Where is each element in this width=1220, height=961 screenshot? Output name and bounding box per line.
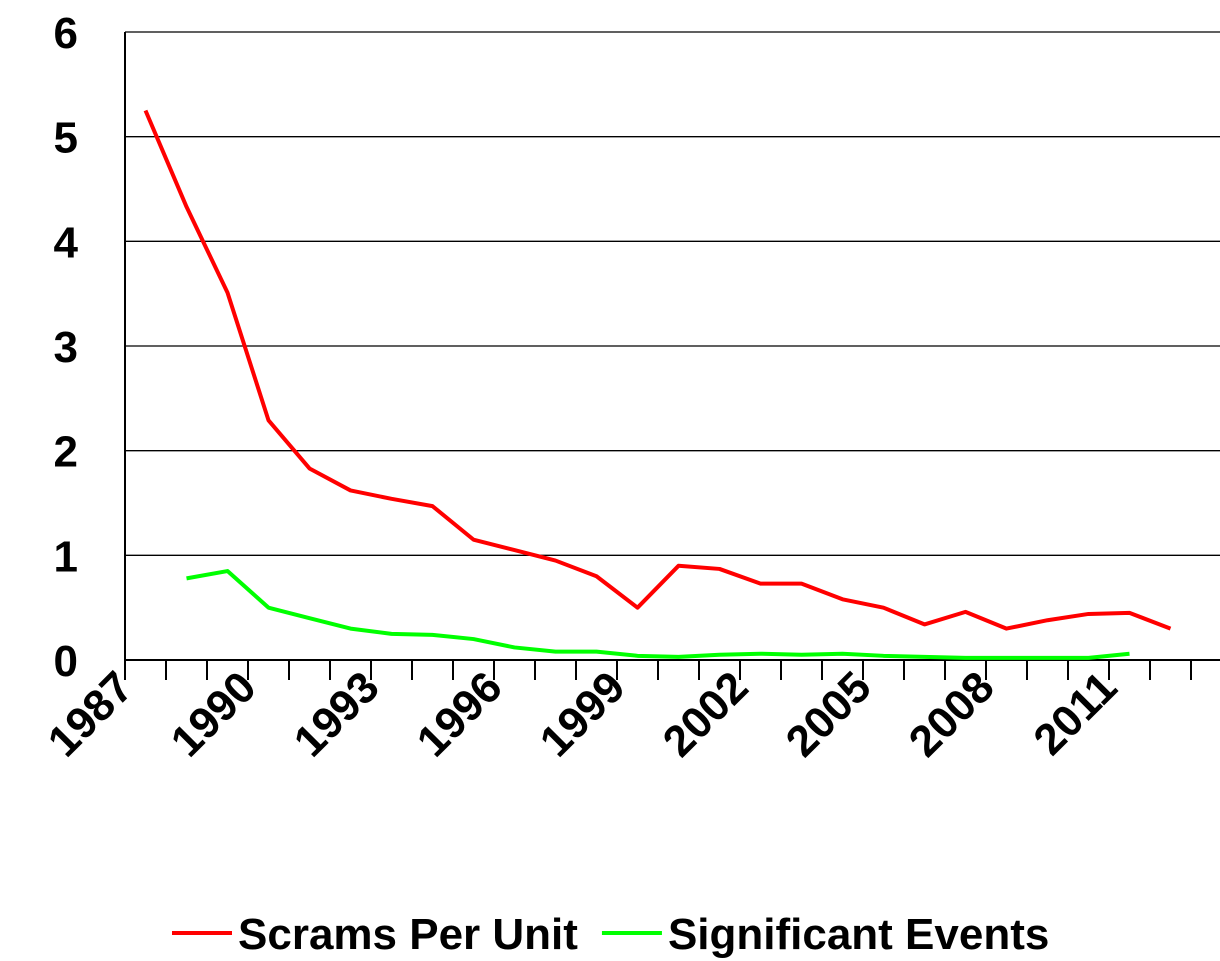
x-tick-label: 2005: [777, 662, 881, 766]
x-tick-label: 1993: [285, 662, 389, 766]
y-tick-label: 5: [54, 114, 78, 163]
y-tick-label: 3: [54, 323, 78, 372]
y-tick-label: 4: [54, 218, 79, 267]
x-tick-label: 2002: [654, 662, 758, 766]
x-tick-label: 1990: [162, 662, 266, 766]
y-tick-label: 2: [54, 428, 78, 477]
legend-label: Significant Events: [668, 910, 1049, 959]
x-tick-label: 1996: [408, 662, 512, 766]
y-tick-label: 1: [54, 532, 78, 581]
data-line: [186, 569, 1130, 660]
y-tick-label: 6: [54, 9, 78, 58]
legend-label: Scrams Per Unit: [238, 910, 578, 959]
data-line: [143, 109, 1172, 631]
y-tick-label: 0: [54, 637, 78, 686]
x-tick-label: 1999: [531, 662, 635, 766]
x-tick-label: 2008: [900, 662, 1004, 766]
x-tick-label: 2011: [1024, 662, 1126, 764]
